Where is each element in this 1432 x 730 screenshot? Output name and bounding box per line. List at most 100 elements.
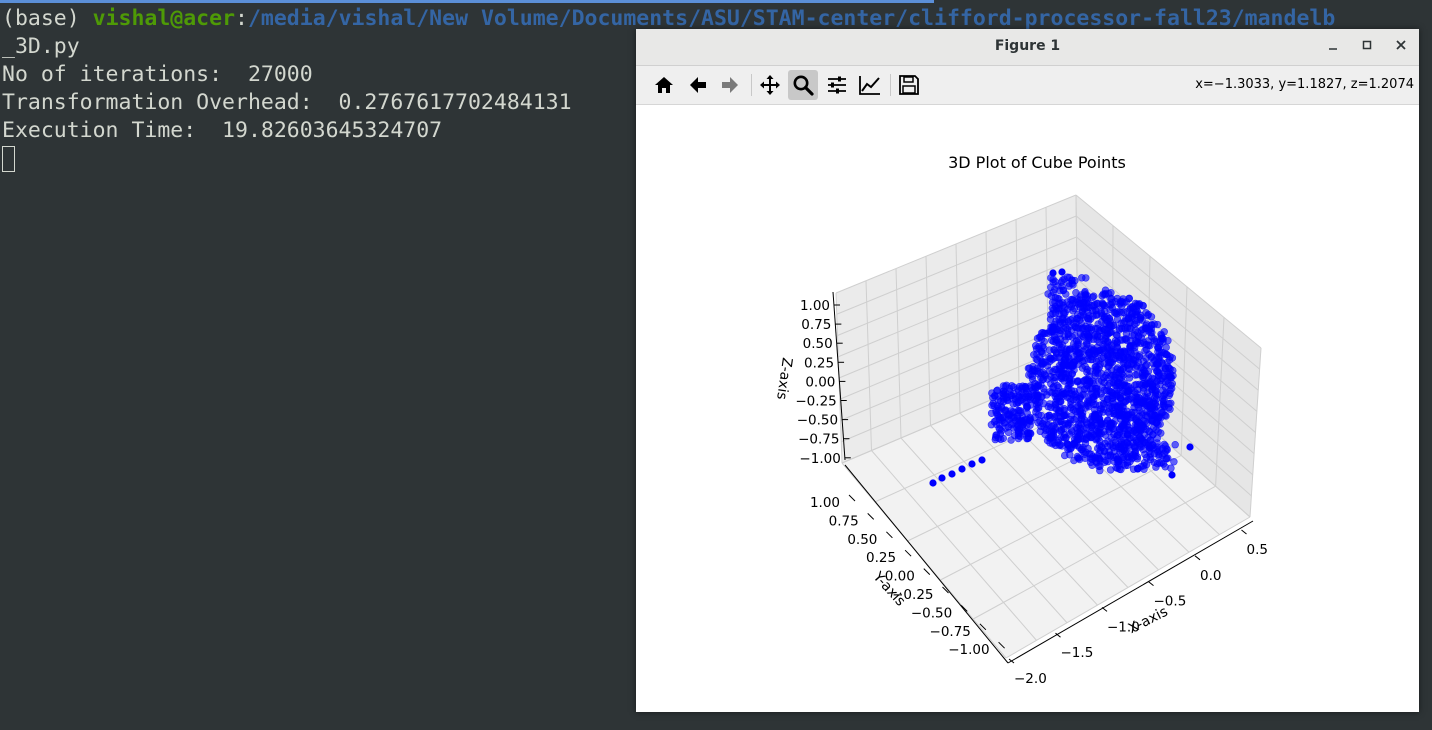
scatter-point: [1164, 379, 1172, 388]
x-tick-label: 0.5: [1247, 542, 1268, 558]
maximize-button[interactable]: [1356, 36, 1378, 58]
scatter-point: [1073, 377, 1082, 385]
scatter-point: [1076, 392, 1084, 401]
scatter-point: [1067, 426, 1076, 434]
scatter-point: [1064, 330, 1072, 339]
scatter-point: [1046, 367, 1054, 375]
3d-scatter-plot[interactable]: 1.000.750.500.250.00−0.25−0.50−0.75−1.00…: [636, 105, 1419, 712]
scatter-point: [1088, 384, 1096, 393]
minimize-icon: [1329, 48, 1337, 50]
scatter-point: [1100, 348, 1108, 356]
scatter-point: [1139, 302, 1147, 310]
scatter-point: [1056, 299, 1064, 307]
scatter-point: [1094, 320, 1102, 328]
edit-axes-icon: [859, 76, 880, 95]
scatter-point: [1162, 350, 1170, 359]
scatter-point: [1053, 411, 1061, 420]
z-tick-label: 0.25: [804, 355, 834, 371]
scatter-point: [1076, 386, 1084, 394]
grid-line: [871, 450, 1037, 641]
scatter-point: [1081, 439, 1090, 448]
grid-line: [1180, 286, 1188, 456]
prompt-user: vishal@acer: [92, 6, 236, 31]
scatter-point: [1060, 304, 1069, 312]
scatter-point: [1023, 403, 1032, 411]
scatter-point: [1108, 304, 1116, 312]
scatter-point: [1071, 345, 1079, 353]
scatter-point: [1056, 404, 1064, 412]
x-axis-label: X-axis: [1126, 604, 1171, 637]
back-arrow-icon: [690, 77, 706, 93]
scatter-point: [1139, 384, 1147, 392]
scatter-point: [992, 408, 1000, 417]
grid-line: [959, 412, 1129, 588]
scatter-point: [1156, 459, 1164, 467]
back-button[interactable]: [683, 70, 713, 100]
scatter-point: [1048, 298, 1057, 307]
y-tick-mark: [904, 549, 912, 557]
pan-button[interactable]: [755, 70, 785, 100]
scatter-point: [1038, 357, 1046, 365]
prompt-colon: :: [235, 6, 248, 31]
scatter-point: [1131, 371, 1139, 379]
save-button[interactable]: [894, 70, 924, 100]
scatter-point: [1076, 400, 1084, 408]
scatter-point: [1070, 456, 1078, 465]
forward-arrow-icon: [722, 77, 738, 93]
forward-button[interactable]: [715, 70, 745, 100]
scatter-point: [1070, 391, 1078, 399]
scatter-point: [988, 389, 996, 397]
scatter-point: [1078, 364, 1087, 372]
scatter-point: [1004, 410, 1012, 419]
figure-canvas[interactable]: 1.00 0.75 0.50 0.25 0.00 −0.25 −0.50 −0.75 −1.00…: [636, 105, 1419, 712]
close-button[interactable]: [1390, 36, 1412, 58]
scatter-point: [1096, 462, 1104, 470]
scatter-point: [1016, 418, 1025, 426]
y-tick-label: −0.25: [892, 587, 933, 603]
minimize-button[interactable]: [1322, 36, 1344, 58]
scatter-point: [1055, 362, 1064, 370]
scatter-point: [1067, 412, 1076, 420]
zoom-button[interactable]: [788, 70, 818, 100]
y-tick-label: −1.00: [948, 642, 989, 658]
pan-icon: [760, 75, 780, 95]
home-button[interactable]: [649, 70, 679, 100]
y-tick-mark: [867, 513, 875, 520]
scatter-point: [1082, 418, 1091, 426]
scatter-point: [1075, 443, 1084, 452]
scatter-point: [1169, 366, 1177, 375]
terminal-line: No of iterations: 27000: [2, 62, 313, 87]
scatter-point: [1080, 311, 1088, 319]
grid-line: [1215, 317, 1225, 487]
scatter-point: [1126, 343, 1134, 351]
scatter-point: [1124, 361, 1132, 369]
scatter-point: [988, 401, 996, 409]
z-tick-label: 0.50: [803, 336, 833, 352]
x-tick-mark: [1148, 581, 1154, 586]
scatter-point: [1161, 447, 1170, 455]
scatter-point: [1147, 321, 1156, 329]
grid-line: [930, 425, 1098, 606]
scatter-point: [1086, 454, 1095, 463]
x-axis-line: [1007, 520, 1254, 664]
scatter-point: [1040, 370, 1049, 378]
scatter-point: [1117, 319, 1125, 327]
z-tick-label: −1.00: [799, 451, 840, 467]
scatter-point: [1133, 339, 1141, 348]
scatter-point: [1142, 393, 1150, 402]
grid-line: [1005, 516, 1251, 659]
configure-subplots-button[interactable]: [822, 70, 852, 100]
scatter-point: [1132, 437, 1140, 445]
z-tick-label: −0.50: [797, 413, 838, 429]
scatter-point: [958, 465, 966, 473]
prompt-env: (base): [2, 6, 80, 31]
scatter-point: [991, 433, 1000, 442]
y-tick-mark: [923, 568, 931, 575]
y-tick-label: 1.00: [810, 495, 840, 511]
scatter-point: [968, 460, 976, 468]
figure-window[interactable]: Figure 1: [636, 29, 1419, 712]
scatter-point: [1047, 311, 1055, 319]
window-titlebar[interactable]: Figure 1: [636, 29, 1419, 66]
grid-line: [1075, 194, 1262, 349]
edit-axes-button[interactable]: [855, 70, 885, 100]
